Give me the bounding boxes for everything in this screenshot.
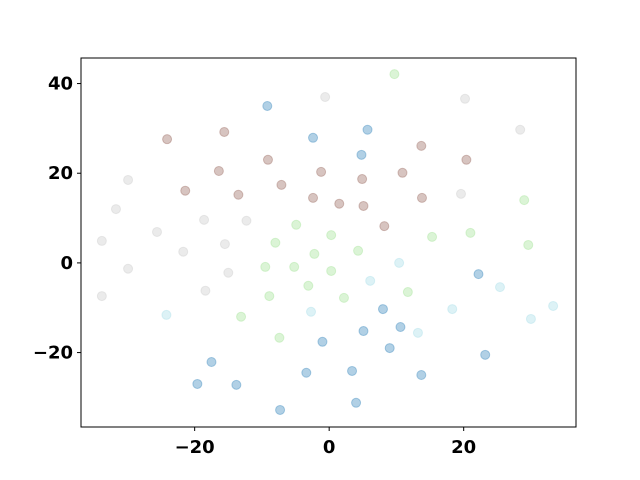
scatter-point — [473, 269, 484, 280]
scatter-point — [412, 327, 423, 338]
scatter-point — [276, 179, 287, 190]
scatter-point — [270, 237, 281, 248]
x-tick-label: 20 — [451, 437, 476, 458]
scatter-point — [365, 275, 376, 286]
scatter-point — [213, 165, 224, 176]
scatter-point — [161, 309, 172, 320]
scatter-point — [358, 326, 369, 337]
scatter-point — [460, 93, 471, 104]
scatter-point — [123, 263, 134, 274]
x-tick-label: −20 — [175, 437, 215, 458]
y-tick-label: 0 — [60, 253, 73, 274]
scatter-point — [301, 367, 312, 378]
y-tick-label: 40 — [48, 74, 73, 95]
scatter-point — [316, 166, 327, 177]
scatter-point — [515, 124, 526, 135]
scatter-point — [379, 221, 390, 232]
scatter-point — [338, 292, 349, 303]
scatter-point — [523, 239, 534, 250]
scatter-point — [395, 322, 406, 333]
scatter-point — [151, 226, 162, 237]
scatter-point — [199, 214, 210, 225]
scatter-point — [356, 149, 367, 160]
scatter-point — [357, 174, 368, 185]
points-layer — [96, 69, 559, 415]
scatter-point — [447, 304, 458, 315]
scatter-point — [397, 167, 408, 178]
scatter-point — [223, 267, 234, 278]
scatter-point — [289, 261, 300, 272]
scatter-point — [262, 100, 273, 111]
scatter-point — [308, 132, 319, 143]
scatter-point — [308, 192, 319, 203]
scatter-point — [123, 174, 134, 185]
scatter-point — [219, 239, 230, 250]
scatter-point — [362, 124, 373, 135]
scatter-point — [416, 192, 427, 203]
x-tick-label: 0 — [323, 437, 336, 458]
scatter-point — [274, 332, 285, 343]
scatter-point — [317, 336, 328, 347]
scatter-point — [402, 287, 413, 298]
scatter-point — [455, 188, 466, 199]
scatter-point — [519, 195, 530, 206]
scatter-point — [495, 282, 506, 293]
scatter-point — [548, 300, 559, 311]
scatter-point — [219, 126, 230, 137]
scatter-point — [231, 379, 242, 390]
y-axis: −20 0 20 40 — [33, 74, 81, 364]
scatter-point — [162, 134, 173, 145]
scatter-point — [262, 154, 273, 165]
scatter-point — [96, 235, 107, 246]
scatter-point — [275, 404, 286, 415]
plot-area — [80, 57, 577, 428]
scatter-point — [480, 349, 491, 360]
scatter-point — [241, 215, 252, 226]
scatter-point — [233, 189, 244, 200]
scatter-point — [416, 140, 427, 151]
scatter-point — [320, 92, 331, 103]
scatter-point — [110, 204, 121, 215]
scatter-point — [358, 200, 369, 211]
x-axis: −20 0 20 — [175, 427, 476, 458]
scatter-point — [260, 261, 271, 272]
scatter-point — [306, 306, 317, 317]
y-tick-label: −20 — [33, 343, 73, 364]
scatter-point — [180, 185, 191, 196]
y-tick-label: 20 — [48, 163, 73, 184]
scatter-point — [334, 198, 345, 209]
scatter-point — [465, 227, 476, 238]
scatter-point — [326, 230, 337, 241]
scatter-point — [236, 311, 247, 322]
scatter-point — [384, 343, 395, 354]
scatter-point — [206, 356, 217, 367]
scatter-point — [353, 245, 364, 256]
scatter-point — [416, 369, 427, 380]
scatter-point — [326, 265, 337, 276]
scatter-point — [389, 69, 400, 80]
scatter-point — [200, 285, 211, 296]
scatter-point — [192, 378, 203, 389]
scatter-point — [178, 246, 189, 257]
scatter-point — [351, 397, 362, 408]
scatter-point — [264, 291, 275, 302]
scatter-point — [309, 248, 320, 259]
scatter-point — [377, 304, 388, 315]
scatter-point — [525, 313, 536, 324]
scatter-point — [394, 257, 405, 268]
scatter-point — [96, 291, 107, 302]
scatter-point — [427, 231, 438, 242]
scatter-point — [347, 365, 358, 376]
scatter-point — [461, 154, 472, 165]
scatter-point — [291, 219, 302, 230]
scatter-point — [303, 280, 314, 291]
